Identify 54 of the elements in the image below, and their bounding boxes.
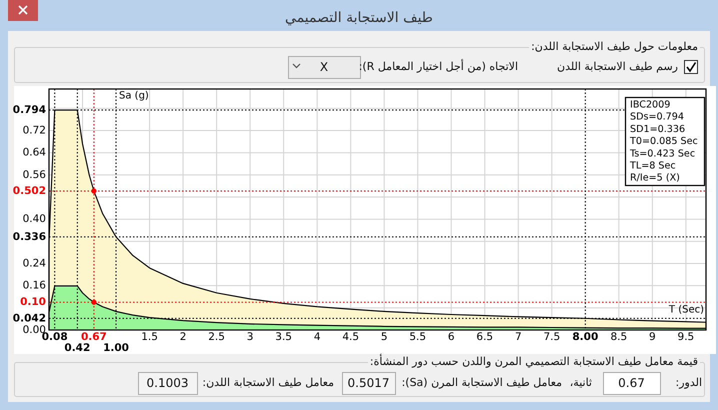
ref-line-label: 0.794 [12, 104, 46, 116]
y-tick-label: 0.64 [22, 146, 46, 159]
y-axis-title: Sa (g) [119, 90, 149, 102]
x-tick-label: 6 [448, 331, 455, 343]
text: قيمة معامل طيف الاستجابة التصميمي المرن واللدن حسب دور المنشأة: [368, 355, 700, 369]
y-tick-label: 0.40 [22, 213, 46, 226]
x-tick-label: 3 [246, 331, 254, 343]
ref-line-label: 0.08 [42, 331, 68, 343]
x-tick-label: 8.5 [610, 331, 628, 343]
text: معلومات حول طيف الاستجابة اللدن: [529, 40, 700, 54]
x-tick-label: 3.5 [275, 331, 292, 343]
x-tick-label: 9 [649, 331, 656, 343]
ref-line-label: 0.042 [12, 312, 46, 324]
annotation: R/Ie=5 (X) [630, 172, 680, 184]
text: X [318, 60, 330, 74]
x-tick-label: 7.5 [543, 331, 560, 343]
x-tick-label: 4.5 [342, 331, 360, 343]
text: 0.67 [617, 376, 646, 390]
x-tick-label: 6.5 [476, 331, 494, 343]
y-tick-label: 0.16 [22, 280, 46, 292]
x-tick-label: 9.5 [678, 331, 694, 343]
ref-line-label: 0.42 [64, 342, 90, 354]
annotation: SDs=0.794 [630, 112, 684, 123]
text: 0.5017 [346, 376, 390, 390]
x-axis-title: T (Sec) [668, 304, 704, 316]
x-tick-label: 1.5 [141, 331, 158, 343]
x-tick-label: 5 [380, 331, 388, 343]
ref-line-label: 1.00 [103, 342, 129, 354]
text: رسم طيف الاستجابة اللدن [557, 60, 678, 74]
x-tick-label: 2 [180, 331, 186, 343]
x-tick-label: 7 [514, 331, 522, 343]
x-tick-label: 2.5 [208, 331, 225, 343]
text: الاتجاه (من أجل اختيار المعامل R): [358, 60, 518, 74]
y-tick-label: 0.24 [22, 258, 46, 270]
text: ثانية، [570, 376, 592, 390]
y-tick-label: 0.72 [22, 124, 46, 137]
x-tick-label: 4 [314, 331, 321, 343]
ref-line-label: 8.00 [572, 331, 598, 343]
text: معامل طيف الاستجابة المرن (Sa): [402, 376, 562, 390]
annotation: SD1=0.336 [630, 124, 686, 135]
x-tick-label: 5.5 [409, 331, 426, 343]
ref-line-label: 0.502 [12, 184, 46, 197]
text: الدور: [675, 376, 702, 390]
chart-title: طيف الاستجابة التصميمي [284, 9, 434, 27]
ref-line-label: 0.336 [12, 230, 46, 243]
annotation: Ts=0.423 Sec [629, 148, 696, 160]
y-tick-label: 0.56 [22, 168, 46, 181]
text: معامل طيف الاستجابة اللدن: [202, 376, 334, 390]
annotation: IBC2009 [630, 100, 670, 110]
ref-line-label: 0.10 [20, 296, 46, 308]
text: 0.1003 [146, 376, 190, 390]
annotation: TL=8 Sec [629, 160, 676, 172]
ref-line-label: 0.67 [80, 331, 107, 343]
annotation: T0=0.085 Sec [629, 136, 698, 148]
